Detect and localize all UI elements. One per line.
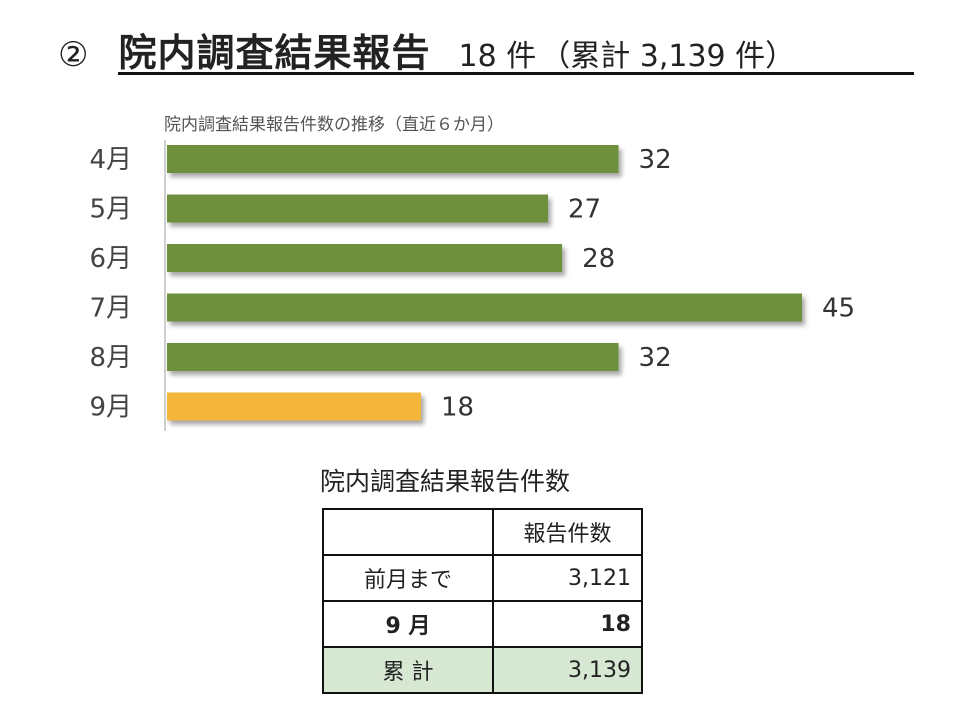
- data-label: 32: [639, 145, 672, 175]
- bar-chart: 4月 32 5月 27 6月 28 7月 45 8月 32 9月 18: [89, 140, 855, 431]
- report-count-table: 報告件数 前月まで 3,121 9 月 18 累 計 3,139: [322, 508, 643, 694]
- title-underline: [118, 72, 914, 75]
- title-cumulative: （累計 3,139 件）: [540, 39, 796, 74]
- header-report-count: 報告件数: [492, 508, 643, 556]
- data-label: 45: [822, 294, 855, 324]
- row-label: 累 計: [322, 646, 494, 694]
- data-label: 32: [639, 343, 672, 373]
- category-label: 6月: [89, 244, 132, 274]
- row-label: 前月まで: [322, 554, 494, 602]
- bar: [167, 293, 802, 322]
- title-main: 院内調査結果報告: [118, 31, 431, 75]
- data-label: 27: [568, 195, 601, 225]
- category-label: 8月: [89, 343, 132, 373]
- title-number: ②: [58, 35, 89, 75]
- table-row: 前月まで 3,121: [322, 554, 643, 602]
- table-title: 院内調査結果報告件数: [320, 467, 571, 496]
- category-label: 7月: [89, 294, 132, 324]
- row-value: 3,121: [492, 554, 643, 602]
- bar: [167, 145, 619, 173]
- bar: [167, 194, 548, 223]
- table-row: 9 月 18: [322, 600, 643, 648]
- header-blank-cell: [322, 508, 494, 556]
- bar: [167, 244, 563, 272]
- category-label: 5月: [89, 195, 132, 225]
- page-title: ② 院内調査結果報告 18 件 （累計 3,139 件）: [58, 22, 795, 77]
- data-label: 28: [582, 244, 615, 274]
- data-label: 18: [441, 393, 474, 423]
- title-count: 18 件: [458, 39, 537, 74]
- table-row-total: 累 計 3,139: [322, 646, 643, 694]
- chart-title: 院内調査結果報告件数の推移（直近６か月）: [164, 115, 504, 135]
- table-header-row: 報告件数: [322, 508, 643, 556]
- row-value: 3,139: [492, 646, 643, 694]
- row-value: 18: [492, 600, 643, 648]
- bar: [167, 392, 421, 421]
- bar: [167, 343, 619, 371]
- category-label: 4月: [89, 145, 132, 175]
- category-label: 9月: [89, 393, 132, 423]
- row-label: 9 月: [322, 600, 494, 648]
